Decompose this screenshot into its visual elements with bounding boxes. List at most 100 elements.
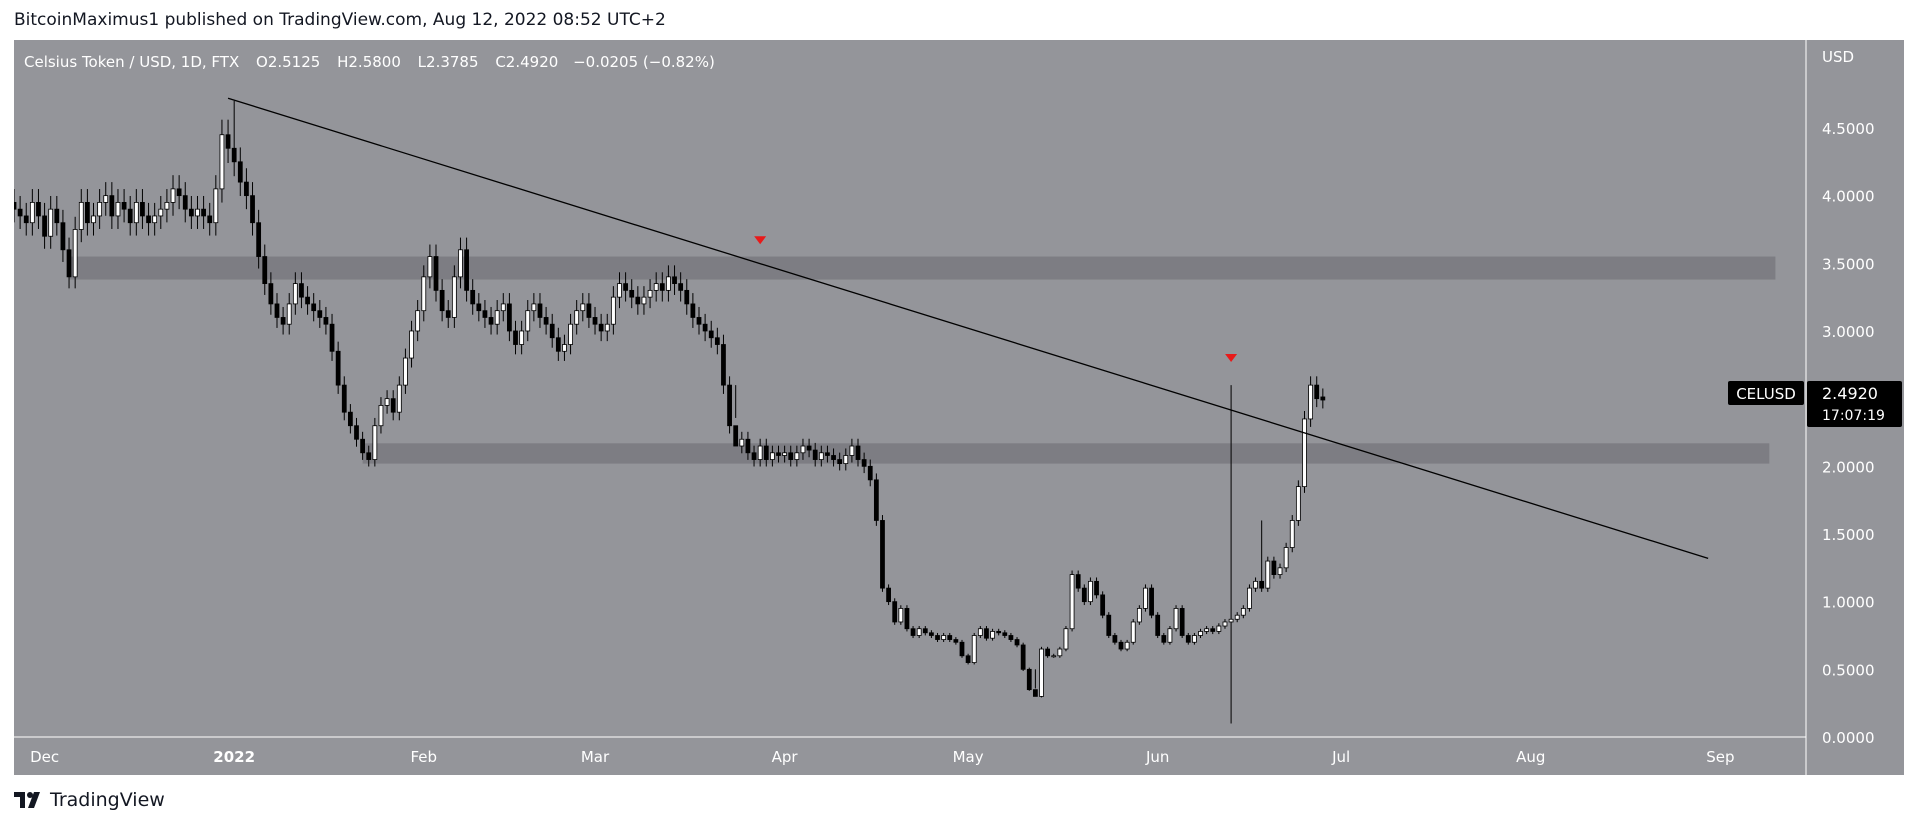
candle-up (800, 445, 806, 454)
candle-up (782, 452, 788, 456)
candle-down (225, 134, 231, 149)
candle-down (146, 215, 151, 224)
candle-up (1295, 486, 1301, 521)
candle-up (152, 215, 158, 224)
candlestick-series (14, 100, 1326, 724)
candle-down (959, 641, 965, 657)
candle-down (592, 317, 598, 325)
candle-up (1228, 618, 1234, 623)
candle-down (922, 628, 928, 634)
candle-up (72, 229, 78, 278)
candle-down (855, 445, 861, 460)
candle-down (861, 459, 867, 467)
candle-up (757, 445, 763, 460)
candle-up (531, 303, 537, 312)
candle-up (213, 188, 219, 224)
publish-attribution: BitcoinMaximus1 published on TradingView… (14, 10, 666, 30)
candle-down (476, 303, 482, 312)
symbol-title: Celsius Token / USD, 1D, FTX (24, 53, 239, 71)
price-tick-label: 4.5000 (1822, 120, 1875, 138)
candle-down (201, 208, 206, 217)
candle-up (421, 276, 427, 312)
plot-background (14, 40, 1904, 775)
candle-down (1259, 580, 1265, 589)
candle-up (1253, 580, 1258, 589)
close-value: 2.4920 (506, 53, 559, 71)
candle-down (623, 283, 628, 291)
candle-down (708, 330, 714, 339)
candle-down (256, 222, 262, 257)
candle-up (1216, 625, 1222, 632)
candle-down (1100, 594, 1106, 616)
candle-down (121, 202, 127, 210)
time-tick-label: 2022 (213, 748, 255, 766)
candle-down (1185, 635, 1191, 643)
candle-down (299, 283, 304, 298)
candle-down (965, 655, 971, 663)
candle-up (604, 323, 610, 332)
candle-up (1167, 628, 1173, 643)
candle-down (1002, 632, 1008, 636)
time-tick-label: Apr (772, 748, 799, 766)
candle-down (329, 323, 335, 352)
candle-up (292, 283, 298, 305)
candle-down (788, 452, 794, 460)
price-tick-label: 4.0000 (1822, 188, 1875, 206)
candle-down (690, 303, 696, 318)
candle-down (837, 459, 843, 465)
candle-up (415, 310, 421, 332)
candle-down (996, 631, 1002, 634)
candle-down (280, 317, 286, 325)
candle-up (653, 283, 659, 291)
candle-down (311, 303, 317, 312)
candle-up (91, 215, 96, 224)
candle-down (127, 208, 133, 224)
candle-up (580, 303, 586, 312)
candle-down (776, 452, 781, 456)
candle-down (904, 608, 910, 630)
candle-up (170, 188, 176, 203)
candle-up (378, 405, 384, 427)
candle-down (182, 195, 188, 210)
time-tick-label: Feb (410, 748, 437, 766)
candle-down (751, 452, 757, 460)
candle-up (1265, 560, 1271, 589)
candle-up (1283, 547, 1289, 569)
candle-up (770, 452, 775, 460)
price-badge-value: 2.4920 (1822, 384, 1878, 403)
candle-up (990, 631, 995, 639)
candle-down (17, 208, 23, 217)
candle-down (727, 384, 732, 427)
change-value: −0.0205 (−0.82%) (573, 53, 715, 71)
candle-down (188, 208, 194, 217)
candle-down (537, 303, 543, 318)
candle-up (1289, 520, 1295, 548)
candle-down (953, 639, 959, 643)
candle-up (977, 628, 983, 636)
high-value: 2.5800 (348, 53, 401, 71)
price-zone (69, 256, 1776, 280)
price-chart[interactable]: 0.00000.50001.00001.50002.00002.50003.00… (14, 40, 1904, 775)
candle-down (507, 303, 512, 332)
candle-down (244, 181, 249, 197)
candle-down (672, 276, 677, 285)
time-axis[interactable]: Dec 2022 Feb Mar Apr May Jun Jul Aug Sep (30, 748, 1734, 766)
candle-down (109, 195, 115, 217)
candle-up (48, 208, 54, 237)
candle-up (1051, 655, 1057, 658)
candle-down (935, 635, 940, 640)
candle-down (910, 628, 916, 636)
candle-down (1045, 648, 1050, 657)
candle-down (1179, 608, 1185, 636)
tradingview-footer[interactable]: TradingView (14, 789, 165, 811)
candle-down (323, 317, 329, 325)
candle-down (1149, 587, 1154, 616)
candle-down (250, 195, 255, 224)
candle-down (598, 323, 604, 332)
candle-up (97, 202, 103, 217)
candle-down (470, 289, 476, 305)
candle-up (1192, 635, 1197, 643)
candle-up (78, 202, 84, 230)
candle-up (500, 303, 506, 312)
candle-down (1271, 560, 1277, 575)
